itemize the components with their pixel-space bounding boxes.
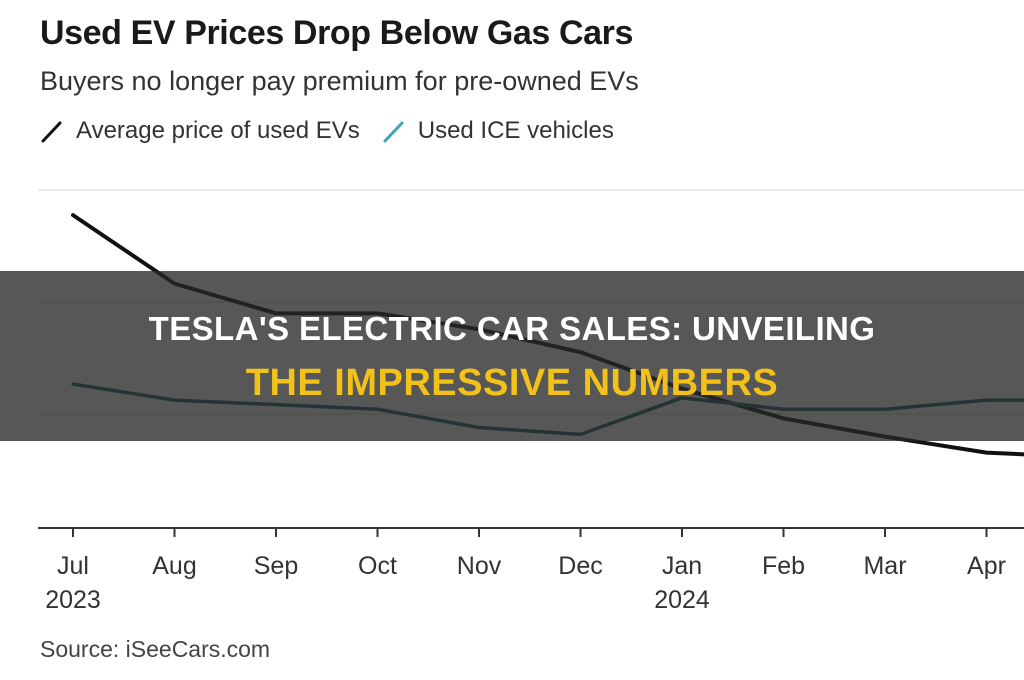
chart-title: Used EV Prices Drop Below Gas Cars: [40, 14, 633, 52]
legend-item-used-ev: Average price of used EVs: [40, 117, 360, 145]
source-note: Source: iSeeCars.com: [40, 636, 271, 662]
legend-label-used-ev: Average price of used EVs: [76, 117, 360, 144]
legend-item-used-ice: Used ICE vehicles: [382, 117, 614, 145]
x-tick-label-dec: Dec: [558, 552, 602, 580]
chart-subtitle: Buyers no longer pay premium for pre-own…: [40, 66, 639, 96]
legend-swatch-used-ice: [383, 121, 404, 143]
x-tick-label-aug: Aug: [152, 552, 196, 580]
x-tick-label-jul: Jul: [57, 552, 89, 580]
legend: Average price of used EVs Used ICE vehic…: [40, 114, 636, 148]
x-year-label-2024: 2024: [654, 586, 710, 614]
legend-label-used-ice: Used ICE vehicles: [417, 117, 614, 144]
x-tick-label-nov: Nov: [457, 552, 502, 580]
x-year-label-2023: 2023: [45, 586, 101, 614]
x-tick-label-sep: Sep: [254, 552, 298, 580]
x-tick-label-jan: Jan: [662, 552, 702, 580]
x-tick-label-mar: Mar: [863, 552, 906, 580]
headline-line-1: TESLA'S ELECTRIC CAR SALES: UNVEILING: [148, 310, 876, 347]
x-tick-label-feb: Feb: [762, 552, 805, 580]
headline-banner: [0, 271, 1024, 441]
headline-line-2: THE IMPRESSIVE NUMBERS: [245, 362, 779, 404]
x-tick-label-oct: Oct: [358, 552, 397, 580]
x-tick-label-apr: Apr: [967, 552, 1006, 580]
x-axis: JulAugSepOctNovDecJanFebMarAprMay2023202…: [38, 527, 1024, 614]
legend-swatch-used-ev: [41, 121, 62, 143]
